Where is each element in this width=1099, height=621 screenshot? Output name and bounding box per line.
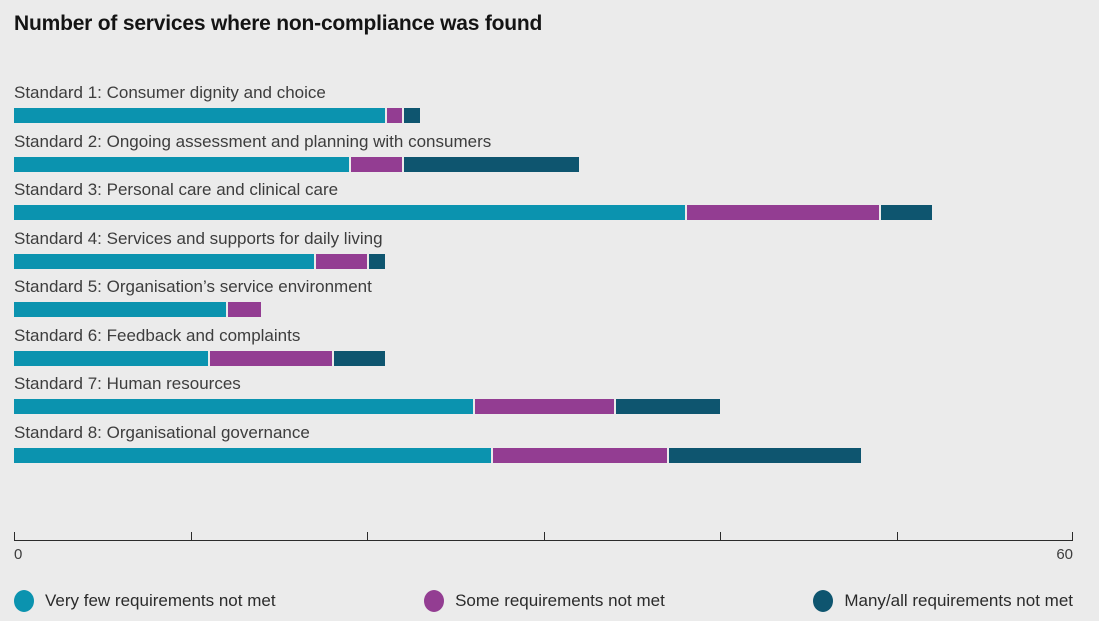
bar-track	[14, 350, 1073, 366]
bar-segment-some	[314, 253, 367, 269]
bar-segment-some	[349, 156, 403, 172]
axis-tick	[190, 532, 192, 541]
page-title: Number of services where non-compliance …	[14, 12, 543, 35]
chart-container: Number of services where non-compliance …	[14, 0, 1073, 470]
legend-dot-many-all	[813, 590, 834, 612]
bar-track	[14, 108, 1073, 123]
bar-segment-many-all	[366, 253, 385, 269]
axis-tick	[720, 532, 721, 541]
axis-label-max: 60	[1056, 546, 1073, 563]
bar-segment-very-few	[14, 205, 685, 220]
chart-row: Standard 8: Organisational governance	[14, 422, 1073, 463]
chart-row: Standard 1: Consumer dignity and choice	[14, 82, 1073, 123]
axis-tick	[14, 532, 15, 541]
legend: Very few requirements not met Some requir…	[14, 590, 1073, 612]
bar-segment-very-few	[14, 302, 226, 317]
bar-segment-many-all	[331, 350, 385, 366]
legend-item-some: Some requirements not met	[424, 590, 665, 612]
bar-segment-some	[490, 447, 668, 463]
bar-track	[14, 399, 1073, 414]
bar-segment-very-few	[14, 350, 209, 366]
bar-label: Standard 8: Organisational governance	[14, 422, 310, 442]
bar-segment-many-all	[402, 108, 420, 123]
legend-label: Many/all requirements not met	[844, 591, 1073, 610]
bar-segment-many-all	[614, 399, 720, 414]
legend-dot-some	[424, 590, 445, 612]
bar-track	[14, 302, 1073, 317]
bar-segment-very-few	[14, 447, 491, 463]
bar-chart: Standard 1: Consumer dignity and choice S…	[14, 82, 1073, 463]
bar-segment-some	[225, 302, 262, 317]
bar-label: Standard 3: Personal care and clinical c…	[14, 180, 339, 199]
bar-segment-very-few	[14, 108, 385, 123]
bar-segment-some	[208, 350, 332, 366]
chart-row: Standard 2: Ongoing assessment and plann…	[14, 131, 1073, 172]
bar-label: Standard 7: Human resources	[14, 374, 241, 393]
bar-segment-many-all	[402, 156, 579, 172]
axis-tick	[1072, 532, 1073, 541]
bar-track	[14, 253, 1073, 269]
bar-segment-very-few	[14, 399, 473, 414]
bar-label: Standard 1: Consumer dignity and choice	[14, 83, 326, 102]
bar-segment-very-few	[14, 253, 315, 269]
bar-track	[14, 156, 1073, 172]
legend-item-many-all: Many/all requirements not met	[813, 590, 1073, 612]
bar-track	[14, 447, 1073, 463]
legend-item-very-few: Very few requirements not met	[14, 590, 276, 612]
axis-tick	[367, 532, 368, 541]
axis-tick	[896, 532, 898, 541]
chart-row: Standard 4: Services and supports for da…	[14, 228, 1073, 269]
legend-dot-very-few	[14, 590, 34, 612]
bar-segment-very-few	[14, 156, 350, 172]
chart-row: Standard 7: Human resources	[14, 373, 1073, 414]
x-axis	[14, 532, 1073, 541]
bar-label: Standard 4: Services and supports for da…	[14, 228, 383, 248]
bar-segment-some	[472, 399, 615, 414]
bar-segment-many-all	[878, 205, 932, 220]
axis-tick	[543, 532, 545, 541]
bar-label: Standard 6: Feedback and complaints	[14, 325, 301, 345]
bar-label: Standard 2: Ongoing assessment and plann…	[14, 131, 492, 151]
bar-segment-some	[684, 205, 879, 220]
bar-label: Standard 5: Organisation’s service envir…	[14, 277, 372, 296]
bar-track	[14, 205, 1073, 220]
chart-row: Standard 5: Organisation’s service envir…	[14, 276, 1073, 317]
legend-label: Very few requirements not met	[45, 591, 276, 610]
bar-segment-many-all	[667, 447, 862, 463]
axis-label-min: 0	[14, 546, 23, 563]
chart-row: Standard 3: Personal care and clinical c…	[14, 179, 1073, 220]
bar-segment-some	[384, 108, 403, 123]
x-axis-labels: 0 60	[14, 546, 1073, 563]
chart-row: Standard 6: Feedback and complaints	[14, 325, 1073, 366]
legend-label: Some requirements not met	[455, 591, 665, 610]
